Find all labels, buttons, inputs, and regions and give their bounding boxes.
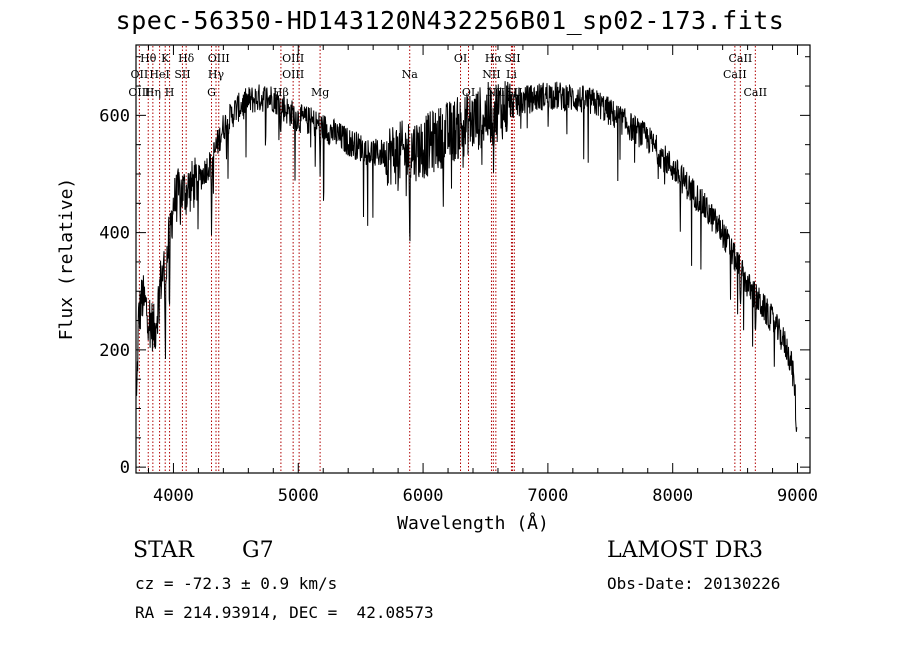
line-label: OIII	[208, 52, 230, 65]
y-axis-label: Flux (relative)	[56, 178, 77, 341]
line-label: CaII	[723, 68, 747, 81]
line-label: H	[165, 86, 175, 99]
line-label: Hα	[485, 52, 503, 65]
y-tick-label: 600	[99, 106, 130, 126]
x-tick-label: 6000	[403, 486, 444, 506]
y-tick-label: 400	[99, 224, 130, 244]
observation-date: Obs-Date: 20130226	[607, 574, 781, 593]
line-label: Hη	[145, 86, 161, 99]
line-label: CaII	[743, 86, 767, 99]
chart-title: spec-56350-HD143120N432256B01_sp02-173.f…	[115, 6, 785, 35]
object-class: STAR	[133, 538, 194, 563]
x-tick-label: 9000	[777, 486, 818, 506]
x-axis-ticks: 4000 5000 6000 7000 8000 9000	[147, 45, 818, 506]
x-tick-label: 5000	[278, 486, 319, 506]
line-label: OIII	[282, 68, 304, 81]
coordinates: RA = 214.93914, DEC = 42.08573	[135, 603, 434, 622]
line-label: Mg	[311, 86, 329, 99]
line-label: K	[161, 52, 170, 65]
line-label: Li	[506, 68, 517, 81]
spectrum-series	[136, 81, 798, 432]
survey-name: LAMOST DR3	[607, 538, 763, 563]
y-tick-label: 200	[99, 341, 130, 361]
y-axis-ticks: 0 200 400 600	[99, 56, 810, 478]
line-label: OII	[131, 68, 149, 81]
line-label: OI	[462, 86, 475, 99]
line-label: OI	[454, 52, 467, 65]
y-tick-label: 0	[120, 458, 130, 478]
line-label: Hγ	[208, 68, 225, 81]
x-tick-label: 7000	[527, 486, 568, 506]
line-label: OIII	[282, 52, 304, 65]
line-label: HeI	[149, 68, 169, 81]
x-axis-label: Wavelength (Å)	[397, 512, 549, 534]
line-label: Hθ	[140, 52, 157, 65]
line-label: SII	[504, 52, 520, 65]
x-tick-label: 8000	[652, 486, 693, 506]
line-label: Na	[402, 68, 419, 81]
line-label: Hδ	[178, 52, 195, 65]
line-label: NII	[482, 68, 500, 81]
redshift-cz: cz = -72.3 ± 0.9 km/s	[135, 574, 338, 593]
line-label: OIII	[128, 86, 150, 99]
object-subclass: G7	[242, 538, 274, 563]
x-tick-label: 4000	[153, 486, 194, 506]
line-label: G	[207, 86, 216, 99]
line-label: CaII	[729, 52, 753, 65]
line-label: SII	[174, 68, 190, 81]
